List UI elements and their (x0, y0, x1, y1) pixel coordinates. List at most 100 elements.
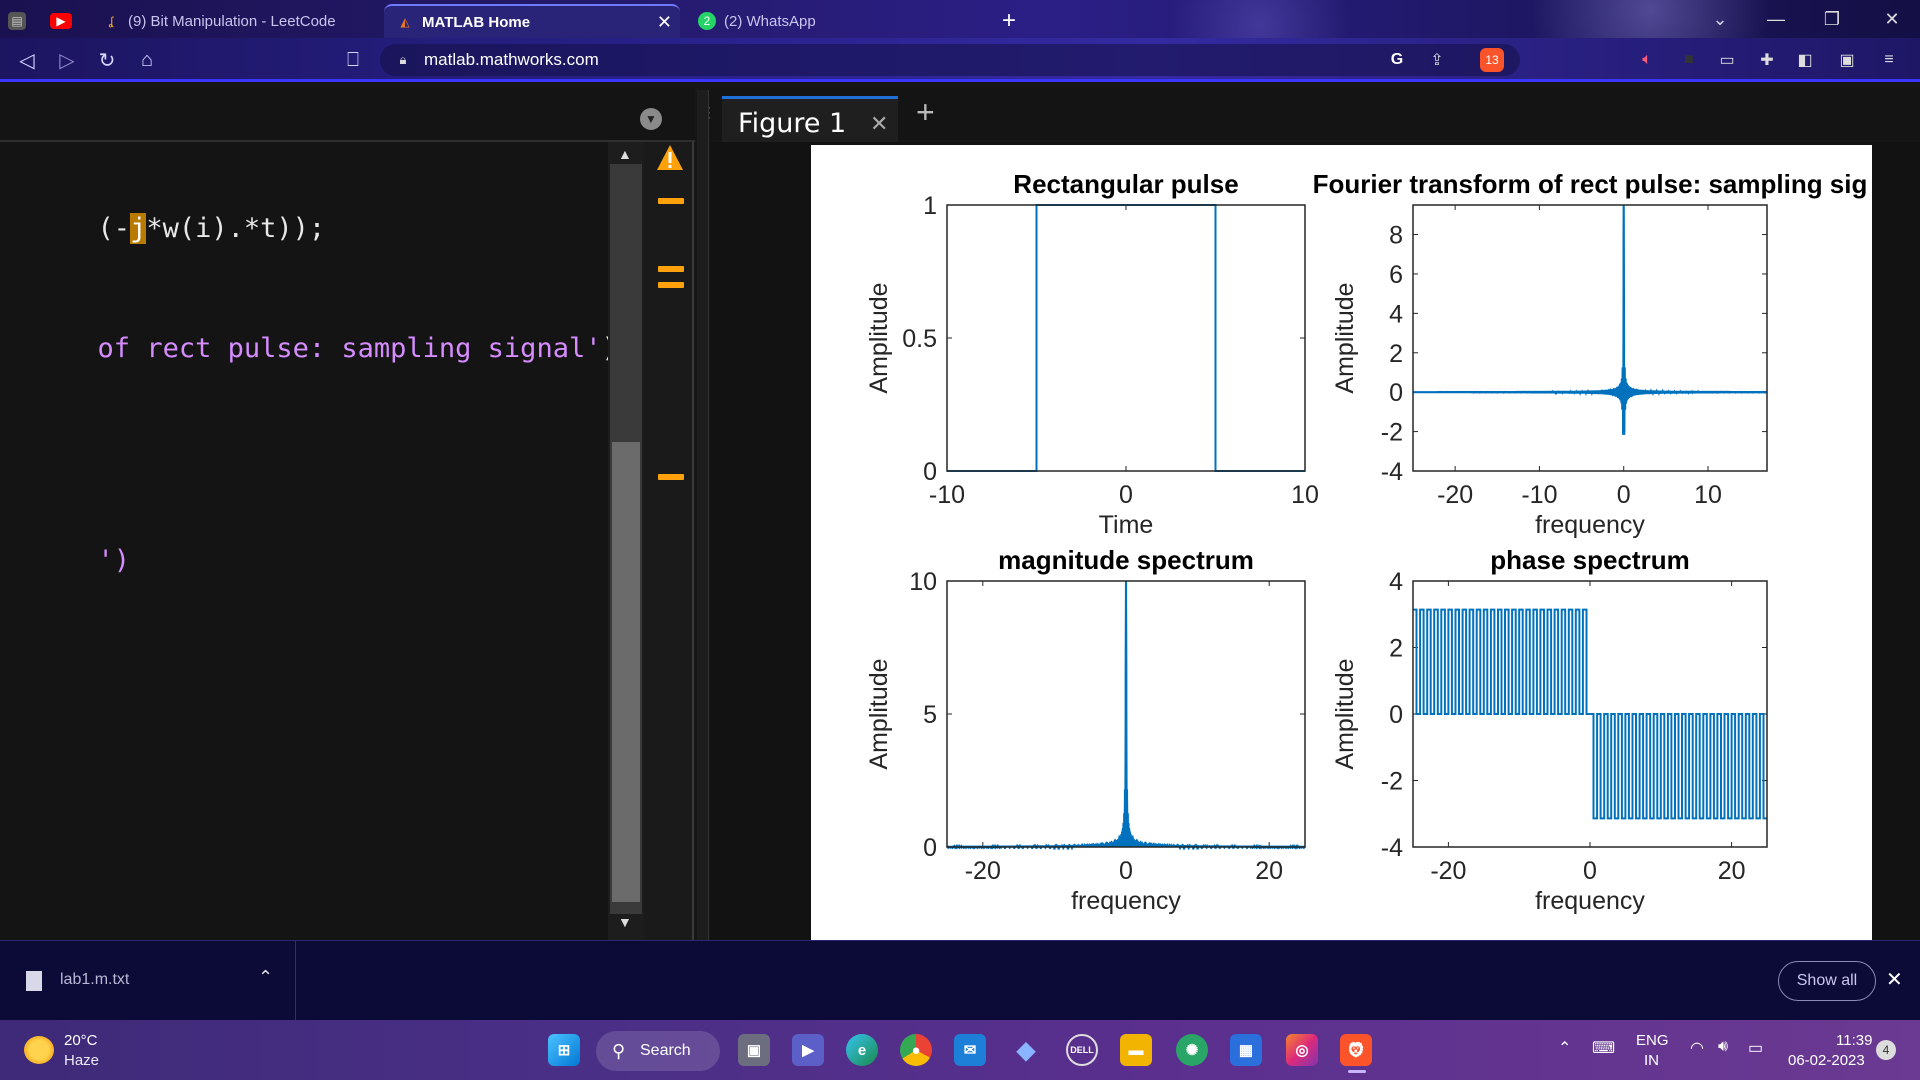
brave-shields-icon[interactable]: 13 (1480, 48, 1504, 72)
matlab-icon: ◭ (400, 15, 410, 29)
add-figure-button[interactable]: + (916, 94, 935, 130)
x-tick-label: 0 (1617, 481, 1631, 509)
microsoft-store-icon[interactable]: ▦ (1230, 1034, 1262, 1066)
back-button[interactable]: ◁ (12, 46, 42, 74)
cortana-icon[interactable]: ◆ (1016, 1036, 1036, 1064)
sidebar-icon[interactable]: ◧ (1797, 52, 1813, 69)
clock-time[interactable]: 11:39 (1836, 1032, 1873, 1049)
axes-box (946, 204, 1306, 472)
y-axis-label: Amplitude (865, 658, 893, 769)
language-indicator[interactable]: ENG (1636, 1032, 1669, 1049)
y-tick-label: -4 (1381, 834, 1403, 862)
forward-button[interactable]: ▷ (52, 46, 82, 74)
code-editor[interactable]: (-j*w(i).*t)); of rect pulse: sampling s… (0, 142, 618, 942)
volume-icon[interactable]: 🔊︎ (1718, 1038, 1729, 1055)
editor-scrollbar[interactable]: ▲ ▼ (608, 142, 644, 940)
audio-playing-icon[interactable]: 🔈︎ (1642, 51, 1652, 68)
active-app-indicator (1348, 1070, 1366, 1073)
y-tick-label: -2 (1381, 768, 1403, 796)
x-tick-label: 20 (1255, 857, 1283, 885)
close-downloads-icon[interactable]: ✕ (1886, 969, 1903, 991)
battery-icon[interactable]: ▭ (1748, 1040, 1764, 1057)
weather-temperature[interactable]: 20°C (64, 1032, 98, 1049)
scroll-thumb[interactable] (612, 442, 640, 902)
teams-chat-icon[interactable]: ▶ (792, 1034, 824, 1066)
restore-button[interactable]: ❐ (1804, 0, 1860, 38)
taskbar: 20°C Haze ⊞ ⚲ Search ▣ ▶ e ● ✉ ◆ DELL ▬ … (0, 1020, 1920, 1080)
x-tick-label: -10 (929, 481, 965, 509)
wallet-icon[interactable]: ▣ (1839, 52, 1855, 69)
google-icon[interactable]: G (1390, 51, 1404, 68)
dell-icon[interactable]: DELL (1066, 1034, 1098, 1066)
warning-marker[interactable] (658, 266, 684, 272)
url-field[interactable]: 🔒︎ matlab.mathworks.com G ⇪ 13 (380, 44, 1520, 76)
clock-date[interactable]: 06-02-2023 (1788, 1052, 1865, 1069)
mail-icon[interactable]: ✉ (954, 1034, 986, 1066)
y-tick-label: 0 (1389, 701, 1403, 729)
bookmark-icon: ⎕ (347, 48, 359, 71)
warning-marker[interactable] (658, 474, 684, 480)
x-tick-label: -20 (965, 857, 1001, 885)
chatgpt-icon[interactable]: ✺ (1176, 1034, 1208, 1066)
series-line (947, 204, 1305, 472)
bookmark-button[interactable]: ⎕ (338, 46, 368, 74)
chevron-up-icon[interactable]: ⌃ (1558, 1040, 1572, 1057)
tab-whatsapp[interactable]: 2 (2) WhatsApp (686, 4, 986, 38)
close-icon: ✕ (1884, 8, 1900, 29)
notification-badge[interactable]: 4 (1876, 1040, 1896, 1060)
warning-icon[interactable] (656, 144, 684, 172)
close-figure-icon[interactable]: ✕ (870, 111, 889, 136)
scroll-up-icon[interactable]: ▲ (618, 146, 632, 162)
tab-figure-1[interactable]: Figure 1 ✕ (722, 96, 898, 142)
file-explorer-icon[interactable]: ▬ (1120, 1034, 1152, 1066)
puzzle-extensions-icon[interactable]: ✚ (1760, 52, 1774, 69)
taskbar-search[interactable]: ⚲ Search (596, 1031, 720, 1071)
x-tick-label: 10 (1694, 481, 1722, 509)
tab-search-button[interactable]: ⌄ (1692, 0, 1748, 38)
chrome-icon[interactable]: ● (900, 1034, 932, 1066)
chevron-down-icon: ▼ (645, 112, 657, 126)
figure-tab-title: Figure 1 (738, 108, 847, 139)
language-region[interactable]: IN (1644, 1052, 1659, 1069)
code-line: ') (0, 514, 131, 607)
tab-overview-button[interactable]: ▤ (8, 4, 30, 38)
start-windows-icon[interactable]: ⊞ (548, 1034, 580, 1066)
panel-splitter[interactable] (697, 90, 709, 940)
weather-haze-icon[interactable] (24, 1036, 54, 1064)
close-window-button[interactable]: ✕ (1864, 0, 1920, 38)
share-icon[interactable]: ⇪ (1430, 52, 1444, 69)
menu-icon[interactable]: ≡ (1884, 51, 1894, 68)
show-all-button[interactable]: Show all (1778, 961, 1876, 1001)
edge-icon[interactable]: e (846, 1034, 878, 1066)
download-item[interactable]: lab1.m.txt ⌃ (0, 941, 296, 1021)
warning-marker[interactable] (658, 198, 684, 204)
media-icon[interactable]: ▭ (1719, 52, 1735, 69)
figure-canvas[interactable]: Rectangular pulse Time Amplitude -10 0 10 0 0.5… (811, 145, 1872, 940)
task-view-icon[interactable]: ▣ (738, 1034, 770, 1066)
close-tab-icon[interactable]: ✕ (656, 11, 672, 32)
new-tab-button[interactable]: + (990, 4, 1030, 38)
extension-icon[interactable]: ■ (1684, 51, 1694, 68)
editor-options-button[interactable]: ▼ (640, 108, 662, 130)
reload-icon: ↻ (98, 49, 116, 72)
minimize-button[interactable]: — (1748, 0, 1804, 38)
brave-icon[interactable]: 🦁︎ (1340, 1034, 1372, 1066)
scroll-down-icon[interactable]: ▼ (618, 914, 632, 930)
home-button[interactable]: ⌂ (132, 46, 162, 74)
wifi-icon[interactable]: ◠ (1690, 1040, 1704, 1057)
chevron-down-icon: ⌄ (1712, 8, 1728, 29)
minimize-icon: — (1767, 8, 1785, 29)
chevron-up-icon[interactable]: ⌃ (258, 967, 274, 987)
reload-button[interactable]: ↻ (92, 46, 122, 74)
tab-matlab-home[interactable]: ◭ MATLAB Home ✕ (384, 4, 680, 38)
warning-marker[interactable] (658, 282, 684, 288)
tab-leetcode[interactable]: ʆ (9) Bit Manipulation - LeetCode (90, 4, 380, 38)
y-tick-label: 10 (909, 568, 937, 596)
weather-description[interactable]: Haze (64, 1052, 100, 1069)
instagram-icon[interactable]: ◎ (1286, 1034, 1318, 1066)
y-axis-label: Amplitude (1331, 282, 1359, 393)
keyboard-icon[interactable]: ⌨ (1592, 1040, 1616, 1057)
file-icon (26, 971, 42, 991)
youtube-pinned-tab[interactable]: ▶ (50, 4, 80, 38)
